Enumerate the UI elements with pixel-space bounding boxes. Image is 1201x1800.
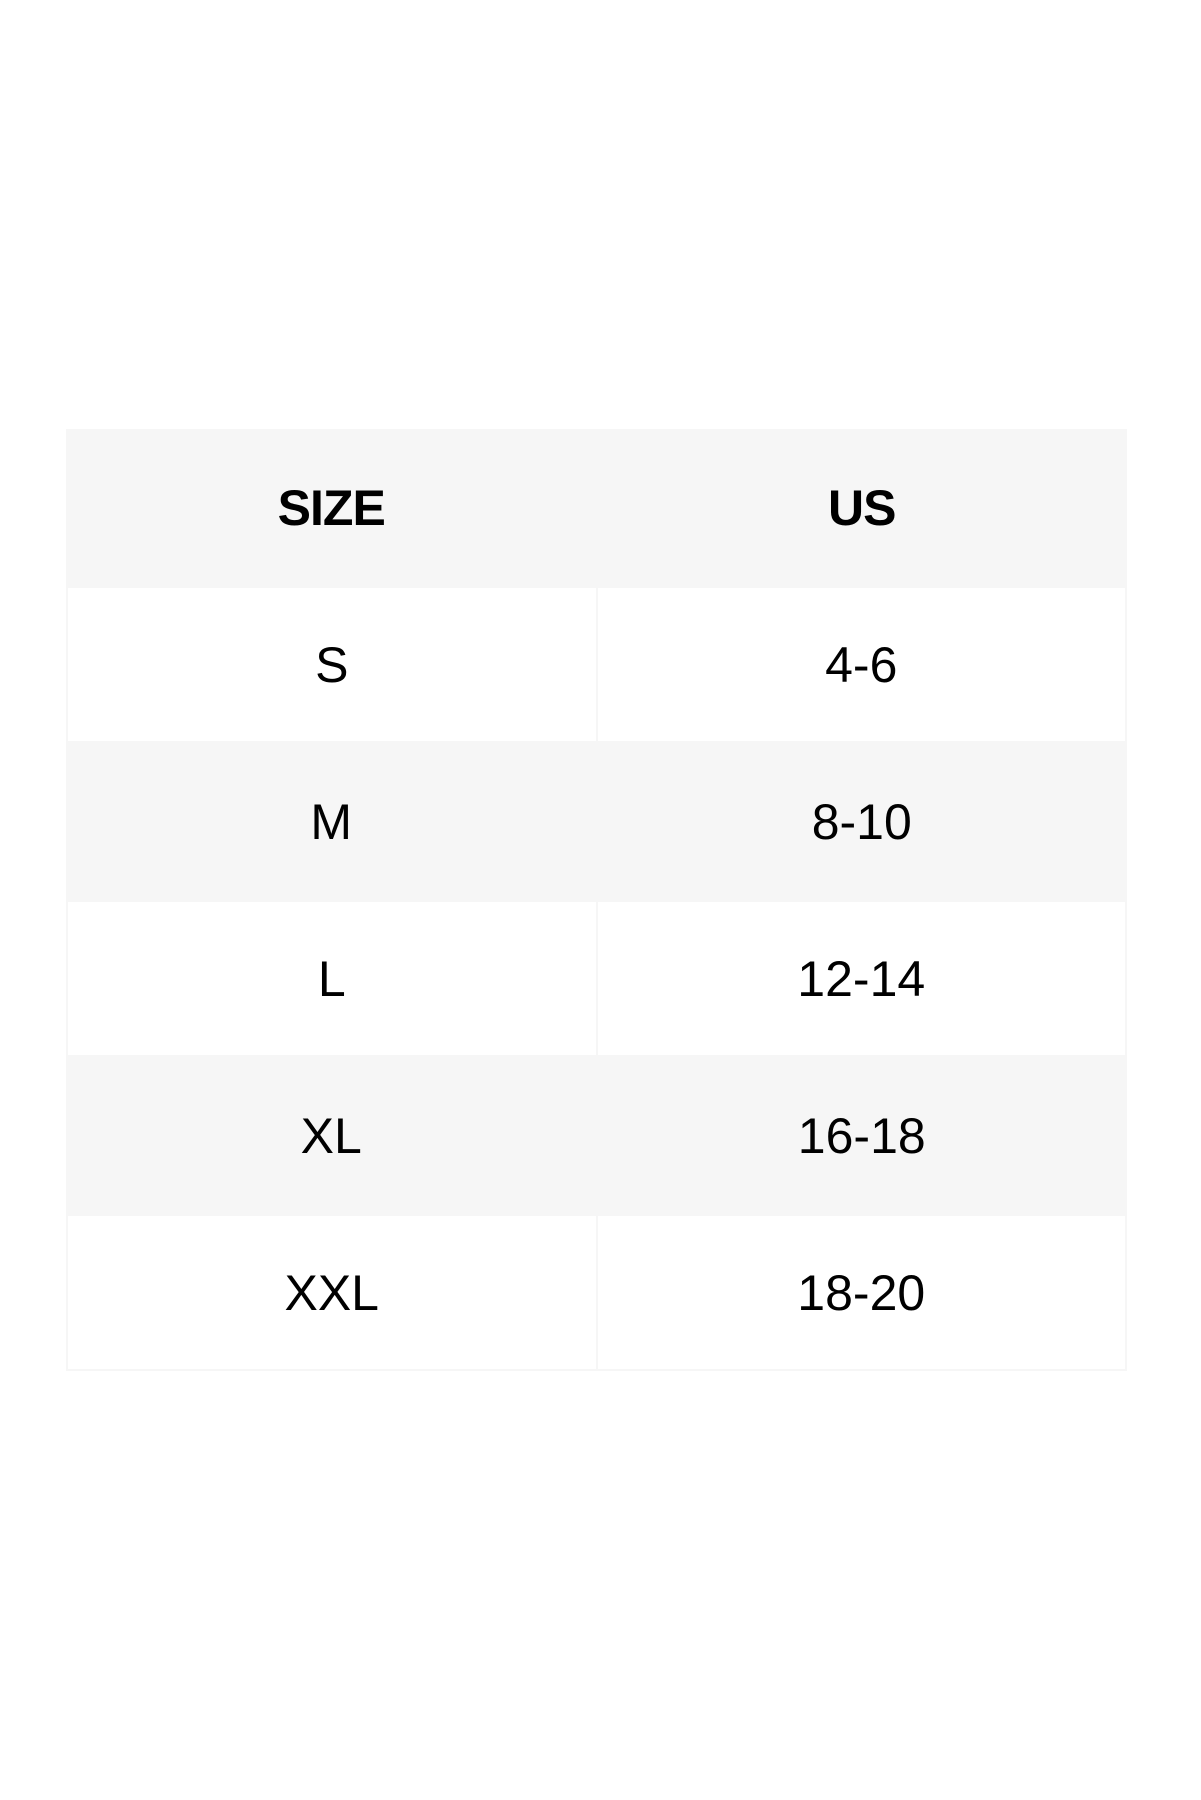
header-size: SIZE	[277, 479, 386, 536]
us-cell: 16-18	[797, 1107, 926, 1164]
table-row: M 8-10	[66, 743, 1127, 900]
table-header: SIZE US	[66, 429, 1127, 586]
us-cell: 8-10	[811, 793, 912, 850]
size-cell: XL	[300, 1107, 362, 1164]
table-row: XXL 18-20	[66, 1214, 1127, 1371]
size-cell: S	[68, 588, 596, 741]
table-row: L 12-14	[66, 900, 1127, 1057]
us-cell: 4-6	[597, 588, 1125, 741]
size-cell: M	[310, 793, 353, 850]
us-cell: 18-20	[597, 1216, 1125, 1369]
size-chart-table: SIZE US S 4-6 M 8-10 L 12-14 XL 16-18 XX…	[66, 429, 1127, 1371]
us-cell: 12-14	[597, 902, 1125, 1055]
size-cell: XXL	[68, 1216, 596, 1369]
header-us: US	[828, 479, 896, 536]
size-cell: L	[68, 902, 596, 1055]
table-row: XL 16-18	[66, 1057, 1127, 1214]
table-row: S 4-6	[66, 586, 1127, 743]
